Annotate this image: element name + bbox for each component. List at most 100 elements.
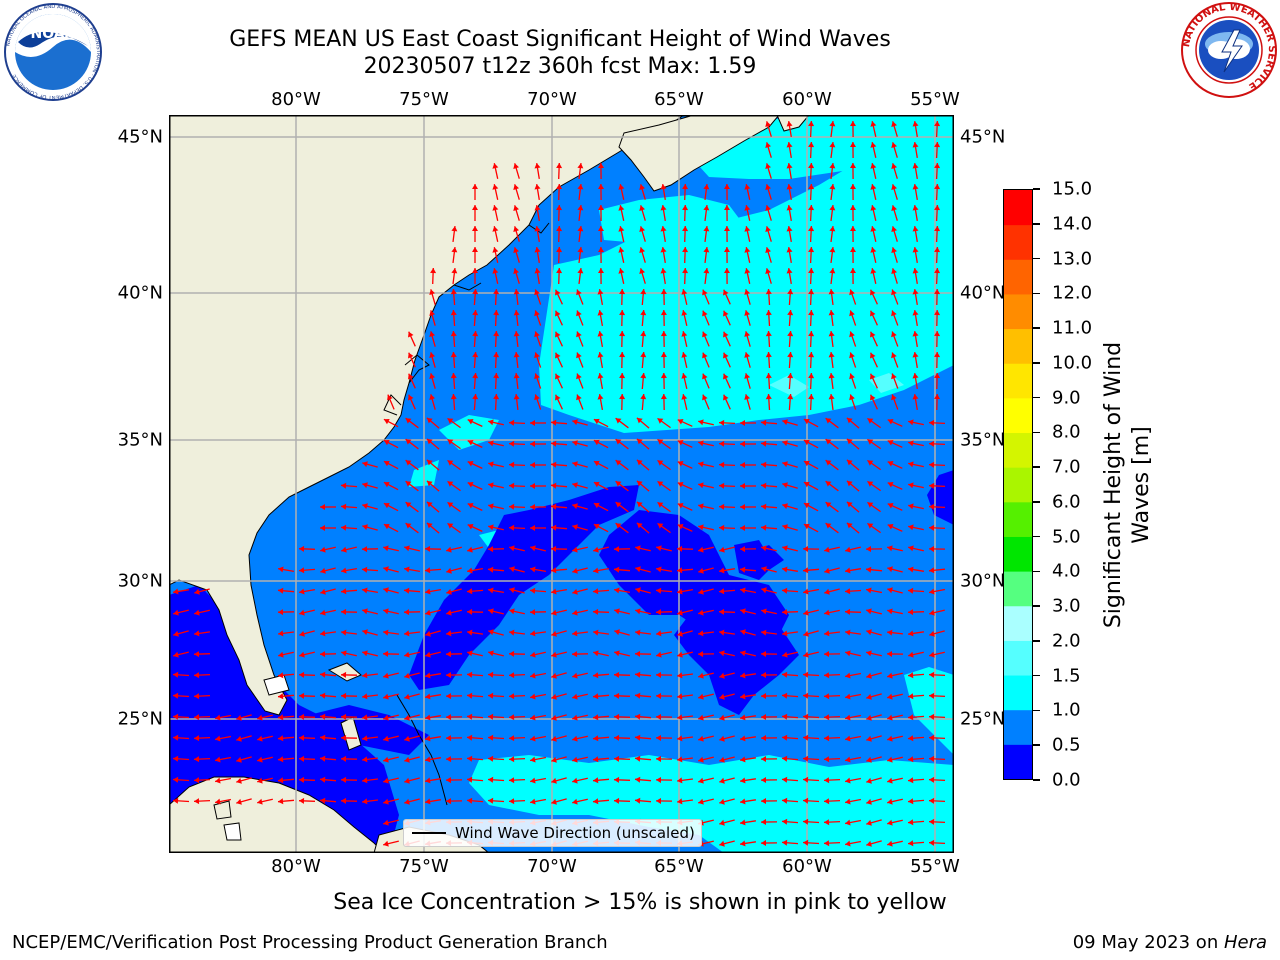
colorbar-tick-label: 4.0 xyxy=(1052,560,1081,582)
wave-arrow-head xyxy=(639,226,645,232)
wave-arrow-head xyxy=(598,247,604,252)
wave-arrow-head xyxy=(194,693,200,700)
wave-arrow-head xyxy=(446,756,452,763)
wave-arrow-head xyxy=(472,205,478,210)
wave-arrow-head xyxy=(408,331,414,338)
lat-label-left: 40°N xyxy=(117,282,163,304)
colorbar-tick-label: 8.0 xyxy=(1052,421,1081,443)
wave-arrow-head xyxy=(719,756,725,763)
wave-arrow-head xyxy=(488,482,494,489)
wave-arrow-head xyxy=(362,650,368,657)
wave-arrow-head xyxy=(656,798,661,804)
wave-arrow-head xyxy=(299,797,305,804)
wave-arrow-head xyxy=(887,777,893,784)
wave-arrow-head xyxy=(278,672,284,679)
wave-arrow-head xyxy=(467,482,474,488)
wave-arrow-head xyxy=(408,352,414,359)
wave-arrow-head xyxy=(657,523,664,529)
wave-arrow-head xyxy=(597,352,604,358)
wave-arrow-head xyxy=(597,373,604,379)
wave-arrow-head xyxy=(657,481,664,487)
wave-arrow-head xyxy=(278,651,284,658)
coast-detail xyxy=(383,222,550,806)
wave-arrow-head xyxy=(534,373,540,380)
wave-arrow-head xyxy=(593,735,599,742)
wave-arrow-head xyxy=(681,310,688,316)
wave-arrow-head xyxy=(744,247,751,253)
wave-arrow-head xyxy=(362,777,368,784)
wave-arrow-head xyxy=(362,546,368,553)
wave-arrow-head xyxy=(639,184,645,190)
wave-arrow-head xyxy=(846,438,853,445)
map-legend: Wind Wave Direction (unscaled) xyxy=(403,819,702,847)
wave-arrow-head xyxy=(908,524,914,531)
wave-arrow-head xyxy=(719,672,725,679)
wave-arrow-head xyxy=(782,566,788,573)
wave-arrow-head xyxy=(761,672,766,678)
wave-arrow-head xyxy=(657,418,664,424)
colorbar-label-line-2: Waves [m] xyxy=(1129,426,1154,544)
wave-arrow-head xyxy=(572,693,578,700)
wave-arrow-head xyxy=(866,693,872,700)
wave-arrow-head xyxy=(493,352,500,358)
wave-arrow-head xyxy=(425,693,431,700)
wave-arrow-head xyxy=(929,419,935,426)
wave-arrow-head xyxy=(492,226,499,232)
wave-arrow-head xyxy=(740,756,746,763)
wave-arrow-head xyxy=(278,587,284,594)
colorbar-tick-label: 1.0 xyxy=(1052,699,1081,721)
wave-arrow-head xyxy=(362,735,368,742)
wave-arrow-head xyxy=(808,310,815,316)
wave-arrow-head xyxy=(320,651,326,658)
wave-arrow-head xyxy=(719,608,725,615)
wave-arrow-head xyxy=(593,439,600,446)
wave-arrow-head xyxy=(908,482,914,489)
wave-arrow-head xyxy=(635,692,641,699)
wave-arrow-head xyxy=(555,310,561,317)
wave-arrow-head xyxy=(870,289,876,296)
wave-arrow-head xyxy=(509,735,515,742)
wave-arrow-head xyxy=(551,756,557,763)
wave-arrow-head xyxy=(929,524,935,531)
wave-arrow-head xyxy=(556,184,563,190)
wave-arrow-head xyxy=(467,608,473,615)
wave-arrow-head xyxy=(572,651,578,658)
wave-arrow-head xyxy=(866,587,872,594)
wave-arrow-head xyxy=(530,630,536,637)
wave-arrow-head xyxy=(698,630,704,637)
wave-arrow-head xyxy=(636,417,643,424)
wave-arrow-head xyxy=(845,714,851,721)
wave-arrow-head xyxy=(593,798,599,805)
colorbar-segment xyxy=(1004,675,1032,711)
wave-arrow-head xyxy=(846,459,853,466)
colorbar-tick-label: 12.0 xyxy=(1052,282,1093,304)
wave-arrow-head xyxy=(194,798,200,805)
wave-arrow-head xyxy=(845,567,851,574)
wave-arrow-head xyxy=(723,289,729,296)
wave-arrow-head xyxy=(824,693,830,700)
wave-arrow-head xyxy=(278,566,284,573)
wave-arrow-head xyxy=(425,567,431,574)
wave-arrow-head xyxy=(929,482,935,489)
wave-arrow-head xyxy=(450,331,457,337)
wave-arrow-head xyxy=(824,672,830,679)
wave-arrow-head xyxy=(572,714,578,721)
wave-arrow-head xyxy=(677,630,683,637)
wave-arrow-head xyxy=(657,460,664,466)
wave-arrow-head xyxy=(450,289,457,295)
wave-arrow-head xyxy=(576,352,582,359)
wave-arrow-head xyxy=(383,587,389,594)
wave-arrow-head xyxy=(929,797,935,804)
wave-arrow-head xyxy=(887,735,893,742)
wave-arrow-head xyxy=(934,331,941,337)
wave-arrow-head xyxy=(619,331,626,337)
wave-arrow-head xyxy=(867,418,874,424)
wave-arrow-head xyxy=(383,524,390,530)
wave-arrow-head xyxy=(593,650,599,657)
wave-arrow-head xyxy=(404,735,410,742)
wave-arrow-head xyxy=(341,588,347,595)
wave-arrow-head xyxy=(472,310,479,316)
wave-arrow-head xyxy=(870,268,877,274)
wave-arrow-head xyxy=(513,163,519,169)
wave-arrow-head xyxy=(383,650,389,657)
